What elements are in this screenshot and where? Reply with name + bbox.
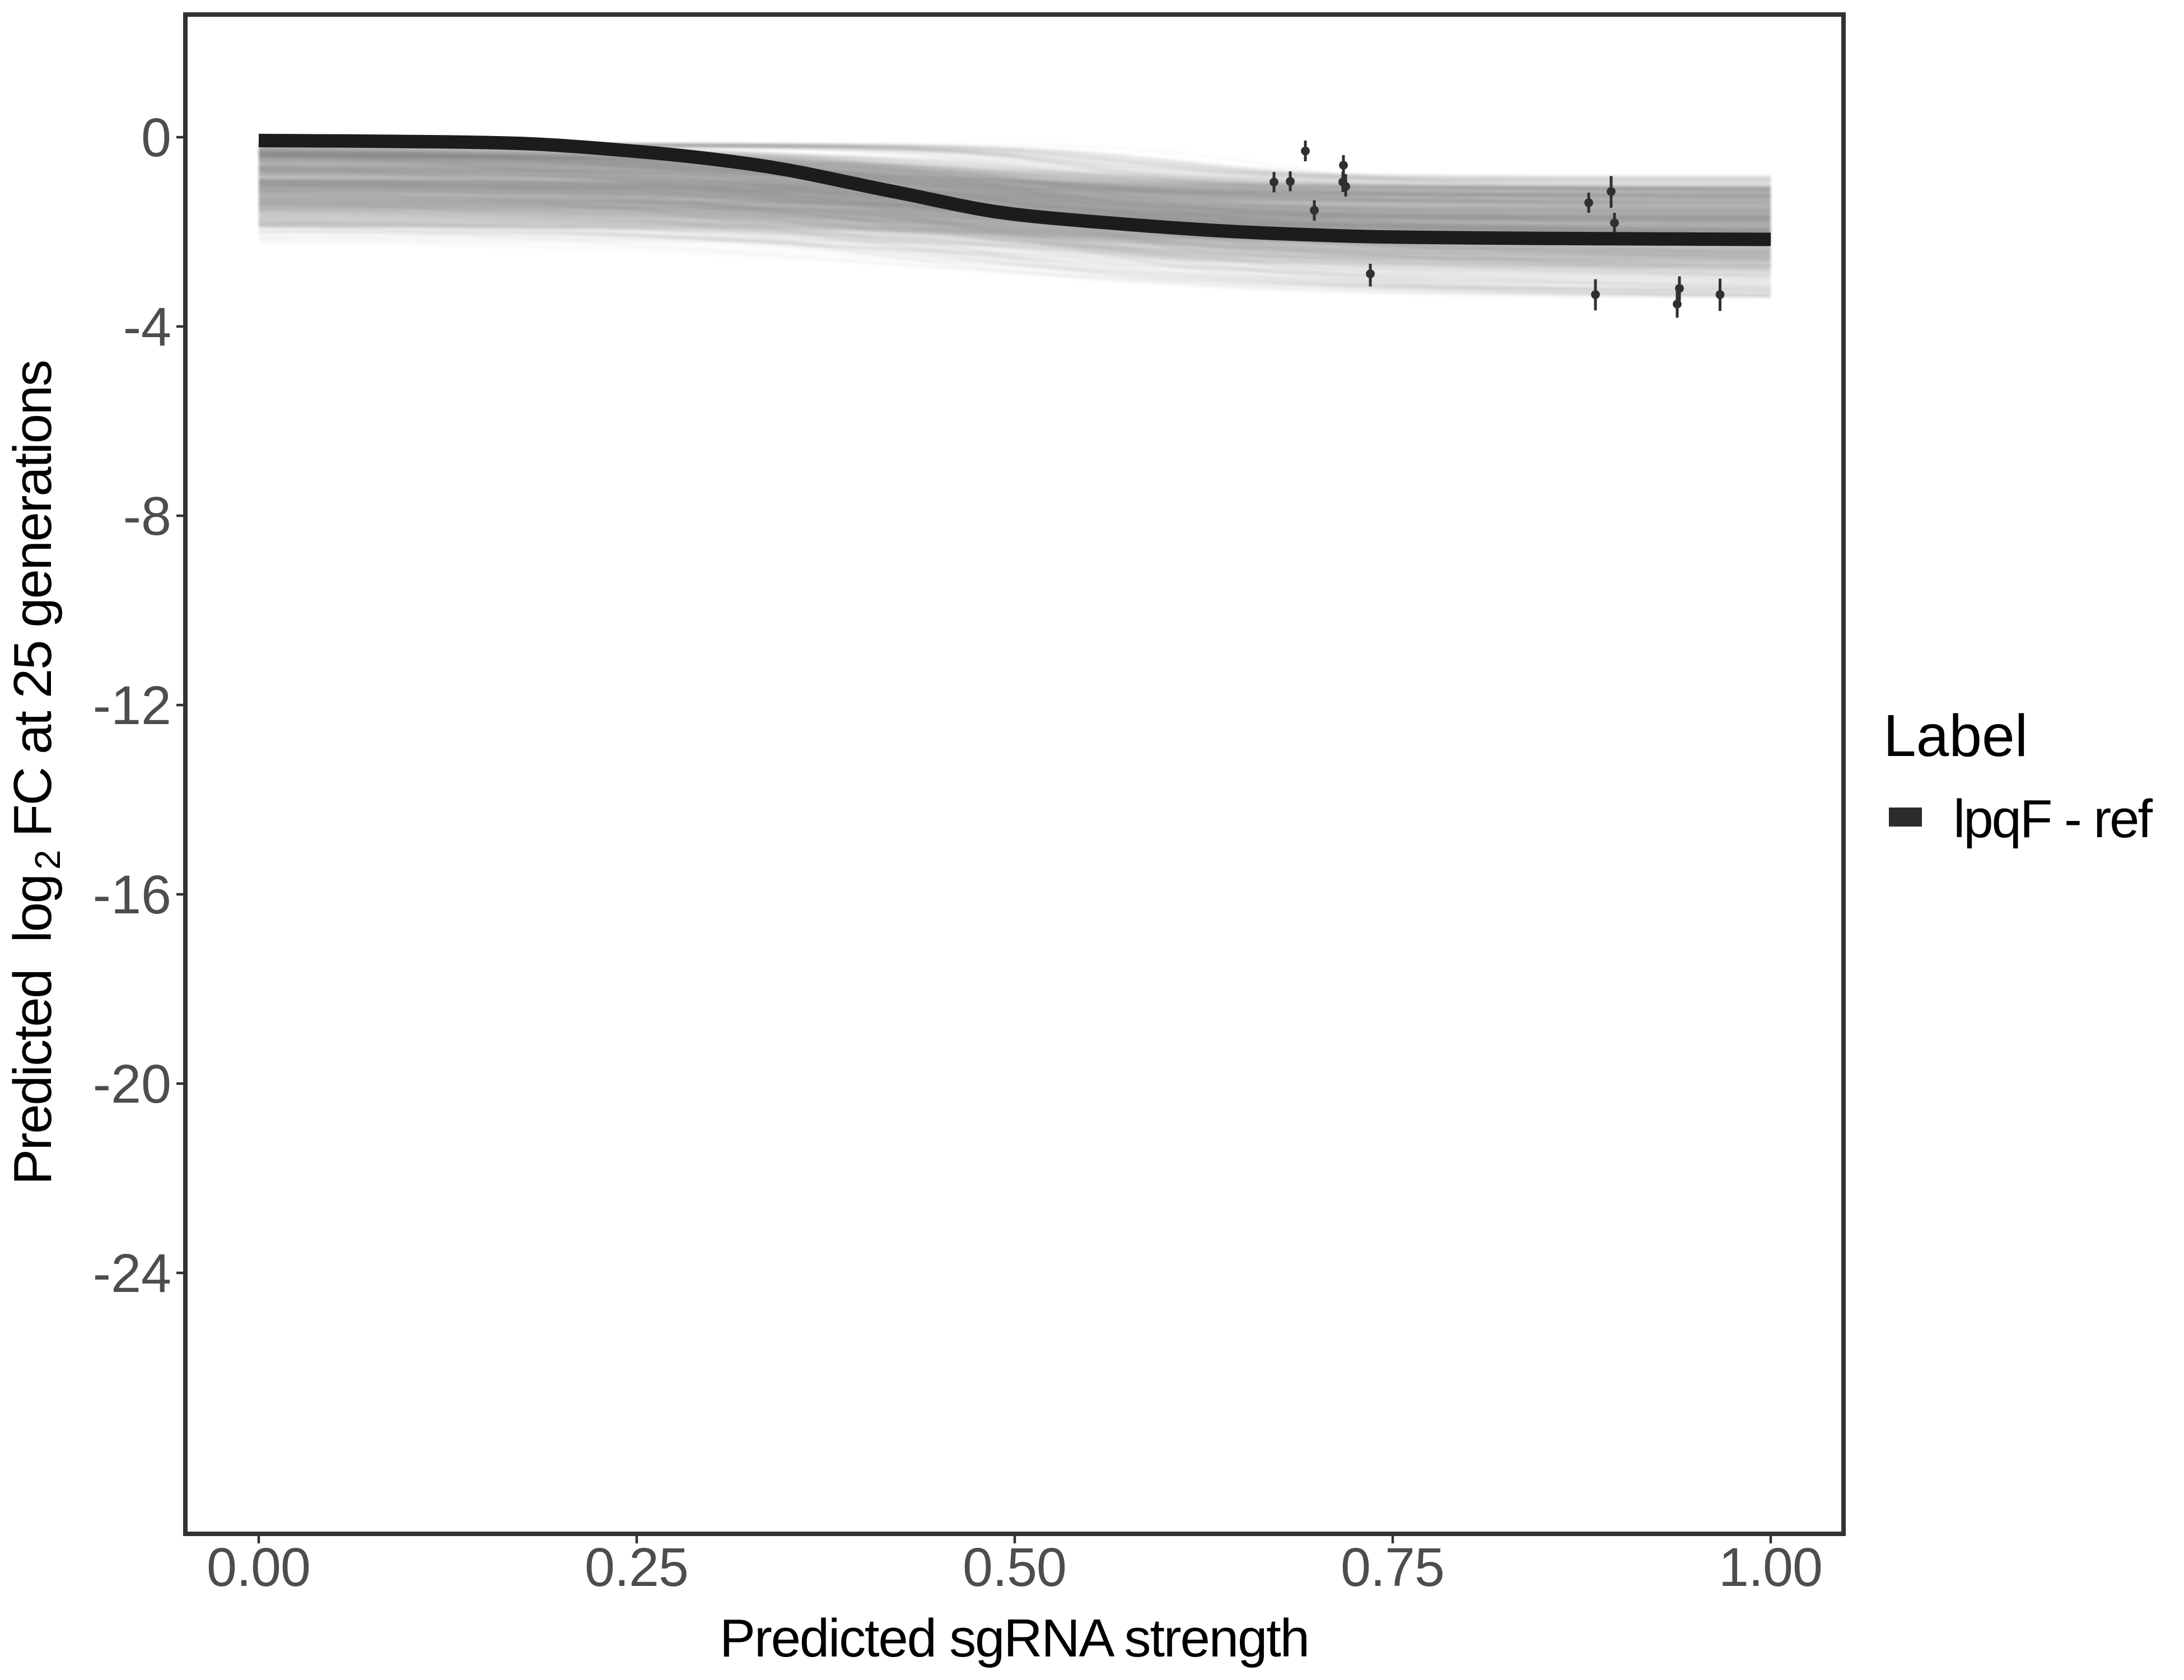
svg-text:Label: Label	[1883, 703, 2028, 769]
svg-text:Predicted sgRNA strength: Predicted sgRNA strength	[720, 1608, 1310, 1668]
svg-text:0.00: 0.00	[207, 1537, 311, 1598]
svg-text:Predicted log: Predicted log	[3, 874, 63, 1185]
svg-text:0.50: 0.50	[963, 1537, 1067, 1598]
svg-text:-20: -20	[93, 1053, 171, 1114]
svg-text:FC at 25 generations: FC at 25 generations	[3, 360, 63, 851]
svg-text:0.75: 0.75	[1341, 1537, 1445, 1598]
svg-text:1.00: 1.00	[1719, 1537, 1823, 1598]
svg-text:0.25: 0.25	[585, 1537, 689, 1598]
svg-text:2: 2	[27, 850, 68, 870]
svg-text:-4: -4	[123, 296, 171, 357]
svg-text:-12: -12	[93, 675, 171, 736]
svg-text:lpqF - ref: lpqF - ref	[1953, 789, 2153, 849]
svg-text:-24: -24	[93, 1243, 171, 1304]
svg-text:0: 0	[141, 107, 171, 168]
svg-text:-16: -16	[93, 864, 171, 925]
svg-text:-8: -8	[123, 486, 171, 547]
